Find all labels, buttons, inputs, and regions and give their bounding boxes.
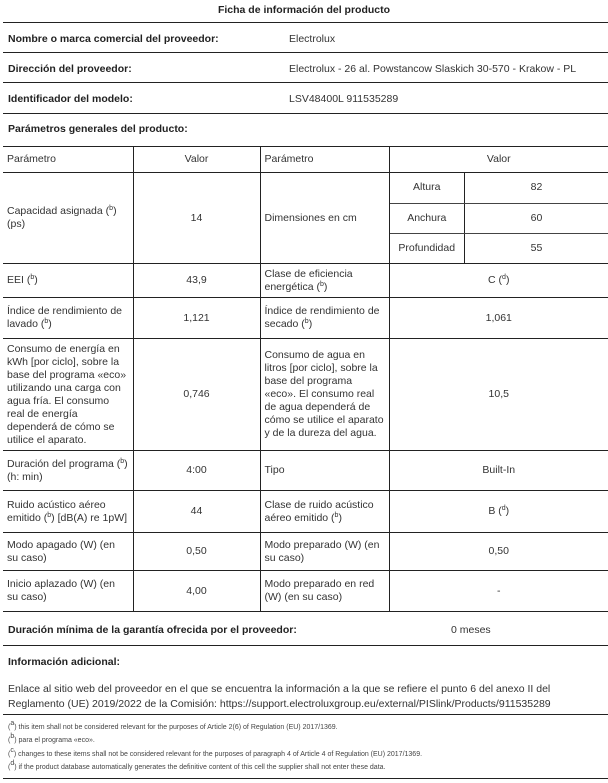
- divider: [3, 82, 608, 83]
- param-value: 10,5: [388, 338, 608, 451]
- supplier-name: Electrolux: [289, 33, 336, 45]
- footnote: (b) para el programa «eco».: [8, 733, 95, 745]
- divider: [3, 22, 608, 23]
- footnote: (c) changes to these items shall not be …: [8, 746, 423, 758]
- dim-value: 82: [464, 173, 608, 204]
- param-value: B (d): [388, 490, 608, 533]
- divider: [3, 778, 608, 779]
- param-value: 0,50: [388, 532, 608, 571]
- footnote: (d) if the product database automaticall…: [8, 759, 386, 771]
- supplier-address: Electrolux - 26 al. Powstancow Slaskich …: [289, 63, 577, 75]
- divider: [3, 113, 608, 114]
- table-row: Duración del programa (b) (h: min) 4:00 Ti…: [3, 450, 608, 491]
- additional-info-label: Información adicional:: [8, 656, 121, 668]
- table-row: Ruido acústico aéreo emitido (b) [dB(A) …: [3, 490, 608, 533]
- capacity-label: Capacidad asignada (b) (ps): [3, 172, 133, 264]
- divider: [3, 645, 608, 646]
- param-label: Índice de rendimiento de secado (b): [259, 297, 389, 339]
- param-label: Tipo: [259, 450, 389, 491]
- page-title: Ficha de información del producto: [217, 4, 391, 16]
- table-header-row: Parámetro Valor Parámetro Valor: [3, 146, 608, 173]
- header-value: Valor: [388, 146, 608, 173]
- header-param: Parámetro: [3, 146, 133, 173]
- supplier-link-text: Enlace al sitio web del proveedor en el …: [8, 683, 551, 710]
- capacity-value: 14: [132, 172, 260, 264]
- general-params-label: Parámetros generales del producto:: [8, 123, 188, 135]
- dim-name: Anchura: [389, 203, 465, 234]
- dim-name: Altura: [389, 173, 465, 204]
- table-row: Capacidad asignada (b) (ps) 14 Dimension…: [3, 172, 608, 264]
- param-label: EEI (b): [3, 263, 133, 298]
- param-label: Modo preparado en red (W) (en su caso): [259, 570, 389, 612]
- model-id: LSV48400L 911535289: [289, 93, 399, 105]
- param-label: Modo preparado (W) (en su caso): [259, 532, 389, 571]
- param-value: 4,00: [132, 570, 260, 612]
- param-value: 4:00: [132, 450, 260, 491]
- table-row: Modo apagado (W) (en su caso) 0,50 Modo pr…: [3, 532, 608, 571]
- param-label: Duración del programa (b) (h: min): [3, 450, 133, 491]
- param-value: -: [388, 570, 608, 612]
- param-value: 1,061: [388, 297, 608, 339]
- dimensions-label: Dimensiones en cm: [259, 172, 389, 264]
- param-label: Inicio aplazado (W) (en su caso): [3, 570, 133, 612]
- dim-value: 55: [464, 233, 608, 263]
- table-row: Consumo de energía en kWh [por ciclo], s…: [3, 338, 608, 451]
- header-value: Valor: [132, 146, 260, 173]
- param-value: 43,9: [132, 263, 260, 298]
- table-row: Inicio aplazado (W) (en su caso) 4,00 Modo…: [3, 570, 608, 612]
- dim-name: Profundidad: [398, 241, 456, 254]
- param-label: Consumo de agua en litros [por ciclo], s…: [259, 338, 389, 451]
- header-param: Parámetro: [259, 146, 389, 173]
- dimensions-table: Altura 82 Anchura 60 Profundidad 55: [389, 173, 608, 263]
- footnote: (a) this item shall not be considered re…: [8, 720, 338, 731]
- table-row: EEI (b) 43,9 Clase de eficiencia energétic…: [3, 263, 608, 298]
- param-value: 0,746: [132, 338, 260, 451]
- param-label: Índice de rendimiento de lavado (b): [3, 297, 133, 339]
- supplier-name-label: Nombre o marca comercial del proveedor:: [8, 33, 219, 45]
- param-label: Clase de eficiencia energética (b): [259, 263, 389, 298]
- warranty-value: 0 meses: [451, 624, 491, 636]
- parameters-table: Parámetro Valor Parámetro Valor Capacida…: [3, 146, 608, 612]
- param-label: Modo apagado (W) (en su caso): [3, 532, 133, 571]
- divider: [3, 714, 608, 715]
- param-label: Clase de ruido acústico aéreo emitido (b…: [259, 490, 389, 533]
- model-label: Identificador del modelo:: [8, 93, 133, 105]
- param-value: 1,121: [132, 297, 260, 339]
- param-value: 0,50: [132, 532, 260, 571]
- footnotes: (a) this item shall not be considered re…: [8, 720, 423, 774]
- param-value: Built-In: [388, 450, 608, 491]
- dim-value: 60: [464, 203, 608, 234]
- warranty-label: Duración mínima de la garantía ofrecida …: [8, 624, 297, 636]
- divider: [3, 52, 608, 53]
- table-row: Índice de rendimiento de lavado (b) 1,121…: [3, 297, 608, 339]
- supplier-address-label: Dirección del proveedor:: [8, 63, 132, 75]
- param-value: C (d): [388, 263, 608, 298]
- param-value: 44: [132, 490, 260, 533]
- param-label: Ruido acústico aéreo emitido (b) [dB(A) …: [3, 490, 133, 533]
- param-label: Consumo de energía en kWh [por ciclo], s…: [3, 338, 133, 451]
